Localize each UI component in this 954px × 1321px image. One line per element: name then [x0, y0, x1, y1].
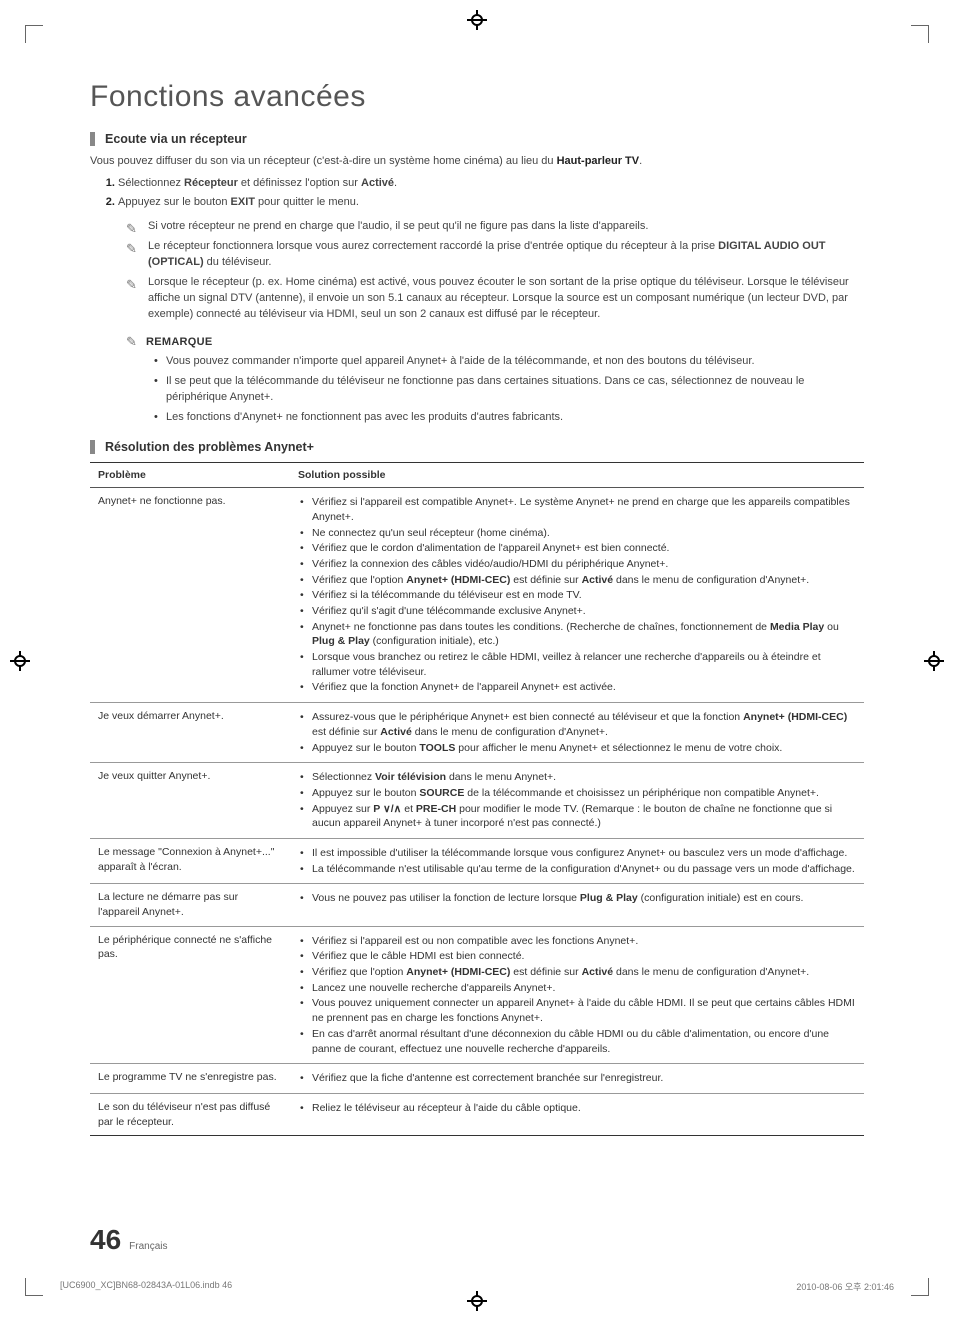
note-item: ✎Le récepteur fonctionnera lorsque vous … [126, 239, 864, 271]
solution-item: Assurez-vous que le périphérique Anynet+… [312, 710, 856, 739]
step-item: Sélectionnez Récepteur et définissez l'o… [118, 176, 864, 192]
solution-item: Vous ne pouvez pas utiliser la fonction … [312, 891, 856, 906]
steps-list: Sélectionnez Récepteur et définissez l'o… [90, 176, 864, 211]
page-footer: 46 Français [90, 1224, 864, 1256]
table-col-solution: Solution possible [290, 463, 864, 488]
table-col-problem: Problème [90, 463, 290, 488]
problem-cell: Anynet+ ne fonctionne pas. [90, 488, 290, 703]
remarque-item: Il se peut que la télécommande du télévi… [154, 374, 864, 406]
remarque-list: Vous pouvez commander n'importe quel app… [90, 354, 864, 426]
solution-item: Vérifiez que le cordon d'alimentation de… [312, 541, 856, 556]
solution-item: Vérifiez si l'appareil est compatible An… [312, 495, 856, 524]
step-item: Appuyez sur le bouton EXIT pour quitter … [118, 195, 864, 211]
remarque-item: Les fonctions d'Anynet+ ne fonctionnent … [154, 410, 864, 426]
note-item: ✎Si votre récepteur ne prend en charge q… [126, 219, 864, 235]
crop-mark [911, 1278, 929, 1296]
solution-cell: Il est impossible d'utiliser la télécomm… [290, 838, 864, 883]
registration-mark-icon [467, 1291, 487, 1311]
solution-cell: Assurez-vous que le périphérique Anynet+… [290, 703, 864, 763]
solution-item: Appuyez sur P ∨/∧ et PRE-CH pour modifie… [312, 802, 856, 831]
registration-mark-icon [10, 651, 30, 671]
solution-item: Vous pouvez uniquement connecter un appa… [312, 996, 856, 1025]
table-row: Le son du téléviseur n'est pas diffusé p… [90, 1093, 864, 1135]
solution-item: Vérifiez qu'il s'agit d'une télécommande… [312, 604, 856, 619]
solution-cell: Vérifiez si l'appareil est ou non compat… [290, 926, 864, 1064]
solution-cell: Vérifiez que la fiche d'antenne est corr… [290, 1064, 864, 1094]
table-row: La lecture ne démarre pas sur l'appareil… [90, 884, 864, 926]
print-file: [UC6900_XC]BN68-02843A-01L06.indb 46 [60, 1280, 232, 1293]
table-body: Anynet+ ne fonctionne pas. Vérifiez si l… [90, 488, 864, 1136]
solution-item: Il est impossible d'utiliser la télécomm… [312, 846, 856, 861]
solution-item: Reliez le téléviseur au récepteur à l'ai… [312, 1101, 856, 1116]
solution-item: Appuyez sur le bouton TOOLS pour affiche… [312, 741, 856, 756]
section-header-receiver: Ecoute via un récepteur [90, 132, 864, 146]
problem-cell: Je veux démarrer Anynet+. [90, 703, 290, 763]
table-row: Anynet+ ne fonctionne pas. Vérifiez si l… [90, 488, 864, 703]
section-bar-icon [90, 132, 95, 146]
remarque-label: REMARQUE [146, 336, 213, 348]
registration-mark-icon [924, 651, 944, 671]
notes-list: ✎Si votre récepteur ne prend en charge q… [90, 219, 864, 323]
solution-item: Lorsque vous branchez ou retirez le câbl… [312, 650, 856, 679]
footer-language: Français [129, 1241, 167, 1252]
solution-cell: Reliez le téléviseur au récepteur à l'ai… [290, 1093, 864, 1135]
note-icon: ✎ [126, 220, 137, 239]
solution-item: Vérifiez que l'option Anynet+ (HDMI-CEC)… [312, 965, 856, 980]
solution-item: Vérifiez que l'option Anynet+ (HDMI-CEC)… [312, 573, 856, 588]
table-row: Je veux quitter Anynet+. Sélectionnez Vo… [90, 763, 864, 839]
table-row: Le programme TV ne s'enregistre pas. Vér… [90, 1064, 864, 1094]
page-title: Fonctions avancées [90, 80, 864, 114]
crop-mark [911, 25, 929, 43]
table-header-row: Problème Solution possible [90, 463, 864, 488]
problem-cell: La lecture ne démarre pas sur l'appareil… [90, 884, 290, 926]
solution-item: Vérifiez que la fiche d'antenne est corr… [312, 1071, 856, 1086]
solution-cell: Sélectionnez Voir télévision dans le men… [290, 763, 864, 839]
problem-cell: Le périphérique connecté ne s'affiche pa… [90, 926, 290, 1064]
registration-mark-icon [467, 10, 487, 30]
note-icon: ✎ [126, 240, 137, 259]
problem-cell: Le programme TV ne s'enregistre pas. [90, 1064, 290, 1094]
crop-mark [25, 1278, 43, 1296]
solution-item: Appuyez sur le bouton SOURCE de la téléc… [312, 786, 856, 801]
solution-cell: Vous ne pouvez pas utiliser la fonction … [290, 884, 864, 926]
note-icon: ✎ [126, 276, 137, 295]
solution-item: Anynet+ ne fonctionne pas dans toutes le… [312, 620, 856, 649]
section-heading: Résolution des problèmes Anynet+ [105, 440, 314, 454]
section-bar-icon [90, 440, 95, 454]
problem-cell: Le son du téléviseur n'est pas diffusé p… [90, 1093, 290, 1135]
solution-item: Vérifiez que la fonction Anynet+ de l'ap… [312, 680, 856, 695]
note-icon: ✎ [126, 334, 137, 349]
solution-item: Sélectionnez Voir télévision dans le men… [312, 770, 856, 785]
solution-item: Lancez une nouvelle recherche d'appareil… [312, 981, 856, 996]
troubleshoot-table: Problème Solution possible Anynet+ ne fo… [90, 462, 864, 1136]
solution-item: La télécommande n'est utilisable qu'au t… [312, 862, 856, 877]
table-row: Je veux démarrer Anynet+. Assurez-vous q… [90, 703, 864, 763]
remarque-header: ✎ REMARQUE [126, 334, 864, 350]
problem-cell: Je veux quitter Anynet+. [90, 763, 290, 839]
solution-item: Vérifiez que le câble HDMI est bien conn… [312, 949, 856, 964]
print-metadata: [UC6900_XC]BN68-02843A-01L06.indb 46 201… [60, 1280, 894, 1293]
remarque-item: Vous pouvez commander n'importe quel app… [154, 354, 864, 370]
solution-item: En cas d'arrêt anormal résultant d'une d… [312, 1027, 856, 1056]
table-row: Le périphérique connecté ne s'affiche pa… [90, 926, 864, 1064]
solution-item: Vérifiez si la télécommande du téléviseu… [312, 588, 856, 603]
page-sheet: Fonctions avancées Ecoute via un récepte… [0, 0, 954, 1321]
print-timestamp: 2010-08-06 오후 2:01:46 [796, 1280, 894, 1293]
crop-mark [25, 25, 43, 43]
page-number: 46 [90, 1224, 121, 1256]
table-row: Le message "Connexion à Anynet+..." appa… [90, 838, 864, 883]
problem-cell: Le message "Connexion à Anynet+..." appa… [90, 838, 290, 883]
solution-cell: Vérifiez si l'appareil est compatible An… [290, 488, 864, 703]
solution-item: Vérifiez si l'appareil est ou non compat… [312, 934, 856, 949]
note-item: ✎Lorsque le récepteur (p. ex. Home ciném… [126, 275, 864, 323]
solution-item: Vérifiez la connexion des câbles vidéo/a… [312, 557, 856, 572]
solution-item: Ne connectez qu'un seul récepteur (home … [312, 526, 856, 541]
intro-paragraph: Vous pouvez diffuser du son via un récep… [90, 154, 864, 170]
section-header-troubleshoot: Résolution des problèmes Anynet+ [90, 440, 864, 454]
section-heading: Ecoute via un récepteur [105, 132, 247, 146]
